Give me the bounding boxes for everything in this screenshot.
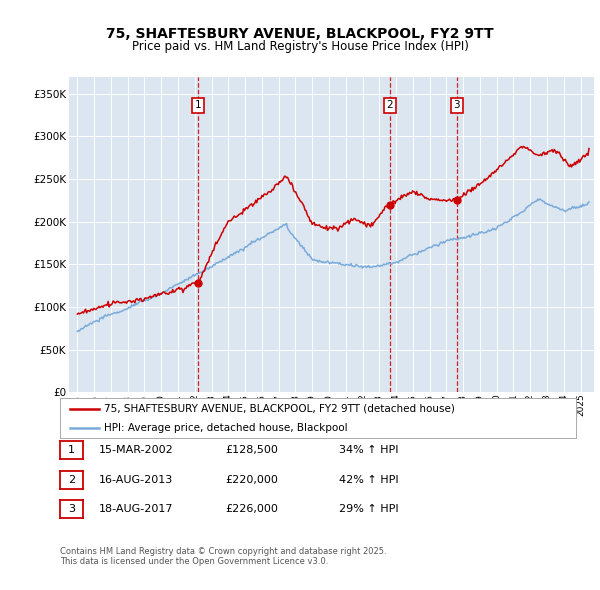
Text: £128,500: £128,500 xyxy=(225,445,278,455)
Text: 18-AUG-2017: 18-AUG-2017 xyxy=(99,504,173,514)
Text: 29% ↑ HPI: 29% ↑ HPI xyxy=(339,504,398,514)
Text: 15-MAR-2002: 15-MAR-2002 xyxy=(99,445,174,455)
Text: 2: 2 xyxy=(386,100,393,110)
Text: This data is licensed under the Open Government Licence v3.0.: This data is licensed under the Open Gov… xyxy=(60,558,328,566)
Text: £226,000: £226,000 xyxy=(225,504,278,514)
Text: 75, SHAFTESBURY AVENUE, BLACKPOOL, FY2 9TT (detached house): 75, SHAFTESBURY AVENUE, BLACKPOOL, FY2 9… xyxy=(104,404,455,414)
Text: 16-AUG-2013: 16-AUG-2013 xyxy=(99,475,173,484)
Text: 2: 2 xyxy=(68,475,75,484)
Text: 75, SHAFTESBURY AVENUE, BLACKPOOL, FY2 9TT: 75, SHAFTESBURY AVENUE, BLACKPOOL, FY2 9… xyxy=(106,27,494,41)
Text: 3: 3 xyxy=(68,504,75,514)
Text: 42% ↑ HPI: 42% ↑ HPI xyxy=(339,475,398,484)
Text: 1: 1 xyxy=(68,445,75,455)
Text: 1: 1 xyxy=(195,100,202,110)
Text: 34% ↑ HPI: 34% ↑ HPI xyxy=(339,445,398,455)
Text: £220,000: £220,000 xyxy=(225,475,278,484)
Text: Price paid vs. HM Land Registry's House Price Index (HPI): Price paid vs. HM Land Registry's House … xyxy=(131,40,469,53)
Text: Contains HM Land Registry data © Crown copyright and database right 2025.: Contains HM Land Registry data © Crown c… xyxy=(60,547,386,556)
Text: HPI: Average price, detached house, Blackpool: HPI: Average price, detached house, Blac… xyxy=(104,423,347,432)
Text: 3: 3 xyxy=(454,100,460,110)
